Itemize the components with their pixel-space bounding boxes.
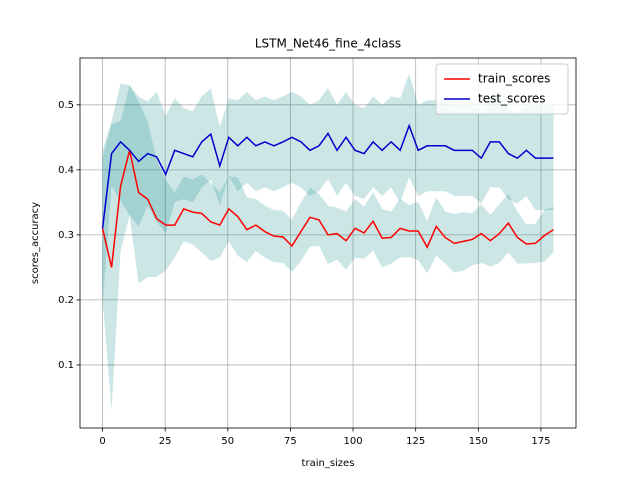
x-axis-label: train_sizes bbox=[302, 458, 355, 469]
legend-label: train_scores bbox=[478, 72, 550, 86]
x-tick-label: 25 bbox=[159, 436, 172, 447]
x-tick-label: 50 bbox=[221, 436, 234, 447]
chart-title: LSTM_Net46_fine_4class bbox=[255, 37, 401, 51]
y-tick-label: 0.4 bbox=[58, 165, 74, 176]
series-line bbox=[101, 150, 554, 268]
x-tick-label: 100 bbox=[344, 436, 363, 447]
legend-box bbox=[435, 63, 569, 115]
y-tick-label: 0.5 bbox=[58, 100, 74, 111]
x-tick-label: 150 bbox=[469, 436, 488, 447]
x-tick-label: 0 bbox=[99, 436, 105, 447]
legend-label: test_scores bbox=[478, 92, 546, 106]
y-axis-label: scores_accuracy bbox=[30, 202, 41, 284]
axes-frame bbox=[79, 57, 577, 429]
x-tick-label: 175 bbox=[531, 436, 550, 447]
x-tick-label: 75 bbox=[284, 436, 297, 447]
x-tick-label: 125 bbox=[406, 436, 425, 447]
y-tick-label: 0.2 bbox=[58, 295, 74, 306]
std-band bbox=[102, 73, 554, 307]
y-tick-label: 0.3 bbox=[58, 230, 74, 241]
series-line bbox=[101, 123, 554, 229]
y-tick-label: 0.1 bbox=[58, 360, 74, 371]
std-band bbox=[102, 85, 554, 411]
